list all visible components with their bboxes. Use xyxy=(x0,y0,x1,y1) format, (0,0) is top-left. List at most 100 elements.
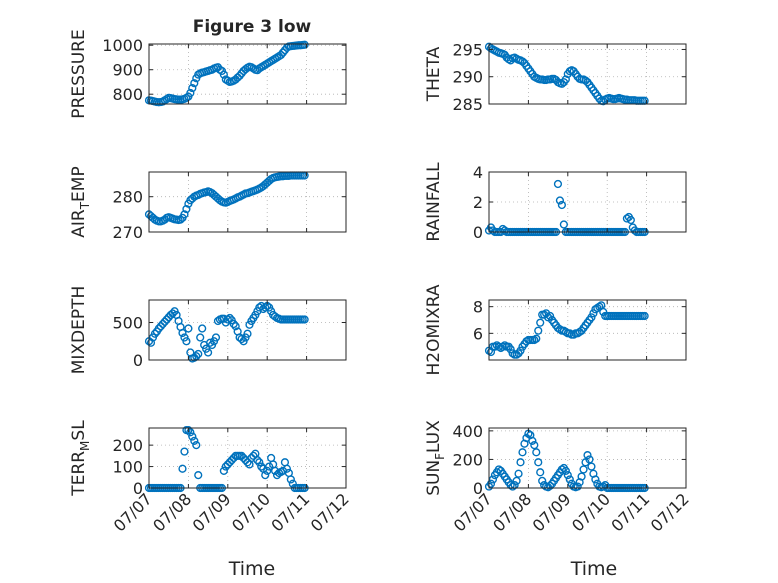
data-point xyxy=(508,349,517,358)
data-point xyxy=(510,481,519,490)
data-point xyxy=(516,346,525,355)
y-tick-label: 400 xyxy=(452,422,483,441)
data-point xyxy=(500,341,509,350)
data-point xyxy=(573,482,582,491)
y-axis-label: THETA xyxy=(424,46,444,102)
data-point xyxy=(229,319,238,329)
y-axis-label: AIRTEMP xyxy=(69,166,92,237)
data-point xyxy=(300,315,309,324)
data-point xyxy=(261,471,270,480)
data-point xyxy=(557,465,566,474)
axes-air-temp: 270 280 AIRTEMP xyxy=(69,166,347,242)
axes-box xyxy=(488,427,687,489)
axes-h2omixra: 6 8 H2OMIXRA xyxy=(424,284,687,376)
axes-sun-flux: 020040007/0707/0807/0907/1007/1107/12SUN… xyxy=(424,420,693,536)
x-tick-label: 07/10 xyxy=(568,489,614,535)
data-point xyxy=(559,220,568,229)
data-point xyxy=(591,475,600,484)
x-tick-label: 07/09 xyxy=(189,489,235,535)
x-axis-label-left: Time xyxy=(228,558,276,580)
x-tick-label: 07/11 xyxy=(267,489,313,535)
data-point xyxy=(182,204,191,214)
data-point xyxy=(300,40,309,49)
data-point xyxy=(186,88,195,98)
data-point xyxy=(180,447,189,456)
y-axis-label: PRESSURE xyxy=(69,29,89,118)
data-point xyxy=(286,475,295,484)
data-point xyxy=(178,464,187,473)
data-point xyxy=(211,333,221,342)
y-tick-label: 270 xyxy=(112,223,143,242)
y-axis-label: TERRMSL xyxy=(69,420,92,497)
y-tick-label: 900 xyxy=(112,61,143,80)
data-point xyxy=(219,70,228,79)
y-tick-label: 500 xyxy=(112,314,143,333)
data-point xyxy=(190,79,199,88)
data-point xyxy=(583,451,592,460)
data-point xyxy=(528,436,537,445)
y-tick-label: 800 xyxy=(112,85,143,104)
data-point xyxy=(219,466,228,475)
y-tick-label: 295 xyxy=(452,40,483,59)
plot-area xyxy=(489,44,686,104)
data-point xyxy=(225,313,234,323)
data-point xyxy=(530,335,539,345)
data-point xyxy=(188,432,197,441)
x-tick-label: 07/11 xyxy=(607,489,653,535)
data-point xyxy=(263,466,272,475)
data-point xyxy=(182,337,191,346)
data-point xyxy=(168,309,177,318)
y-tick-label: 4 xyxy=(473,163,483,182)
data-point xyxy=(255,458,264,467)
data-point xyxy=(223,315,232,324)
data-point xyxy=(506,481,515,490)
y-tick-label: 290 xyxy=(452,68,483,87)
data-point xyxy=(545,481,555,490)
data-point xyxy=(577,472,586,481)
data-point xyxy=(498,342,507,351)
data-point xyxy=(486,347,496,357)
y-axis-label: RAINFALL xyxy=(424,162,444,242)
data-point xyxy=(563,471,572,480)
data-point xyxy=(205,338,215,347)
figure-title: Figure 3 low xyxy=(193,17,312,37)
y-tick-label: 0 xyxy=(133,479,143,498)
plot-area xyxy=(489,300,686,360)
data-point xyxy=(178,328,187,338)
data-point xyxy=(265,462,274,471)
data-point xyxy=(532,448,541,457)
y-tick-label: 1000 xyxy=(102,36,143,55)
data-point xyxy=(557,200,566,210)
axes-terr-msl: 010020007/0707/0807/0907/1007/1107/12TER… xyxy=(69,420,353,536)
y-tick-label: 285 xyxy=(452,95,483,114)
axes-rainfall: 0 2 4 RAINFALL xyxy=(424,162,687,242)
data-point xyxy=(536,468,545,477)
data-point xyxy=(561,75,570,84)
data-point xyxy=(237,334,246,344)
axes-theta: 285 290 295 THETA xyxy=(424,40,687,114)
y-tick-label: 200 xyxy=(452,450,483,469)
data-point xyxy=(231,322,240,331)
y-axis-label: SUNFLUX xyxy=(424,420,447,496)
x-tick-label: 07/08 xyxy=(489,489,535,535)
data-point xyxy=(188,83,197,93)
y-tick-label: 0 xyxy=(473,223,483,242)
data-point xyxy=(194,471,203,480)
axes-box xyxy=(488,299,687,361)
data-point xyxy=(512,476,521,485)
axes-pressure: 800 900 1000 PRESSURE xyxy=(69,29,347,119)
data-point xyxy=(180,210,189,219)
data-point xyxy=(186,428,195,437)
data-point xyxy=(530,441,539,450)
data-point xyxy=(565,475,574,484)
data-point xyxy=(253,456,262,465)
data-point xyxy=(579,465,588,474)
data-point xyxy=(514,469,523,478)
data-point xyxy=(150,329,160,338)
data-point xyxy=(595,302,604,311)
data-point xyxy=(146,338,156,347)
axes-mixdepth: 0 500 MIXDEPTH xyxy=(69,286,347,374)
data-point xyxy=(257,462,266,471)
y-tick-label: 0 xyxy=(473,479,483,498)
